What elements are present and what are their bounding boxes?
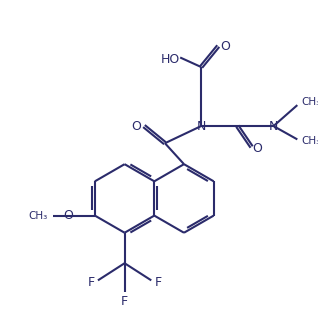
- Text: O: O: [252, 142, 262, 155]
- Text: N: N: [269, 120, 278, 133]
- Text: CH₃: CH₃: [28, 211, 47, 221]
- Text: HO: HO: [161, 53, 180, 66]
- Text: O: O: [220, 40, 230, 53]
- Text: CH₃: CH₃: [301, 136, 318, 146]
- Text: F: F: [121, 295, 128, 308]
- Text: F: F: [154, 276, 162, 289]
- Text: CH₃: CH₃: [301, 97, 318, 107]
- Text: O: O: [63, 209, 73, 222]
- Text: O: O: [131, 120, 141, 133]
- Text: F: F: [88, 276, 95, 289]
- Text: N: N: [197, 120, 206, 133]
